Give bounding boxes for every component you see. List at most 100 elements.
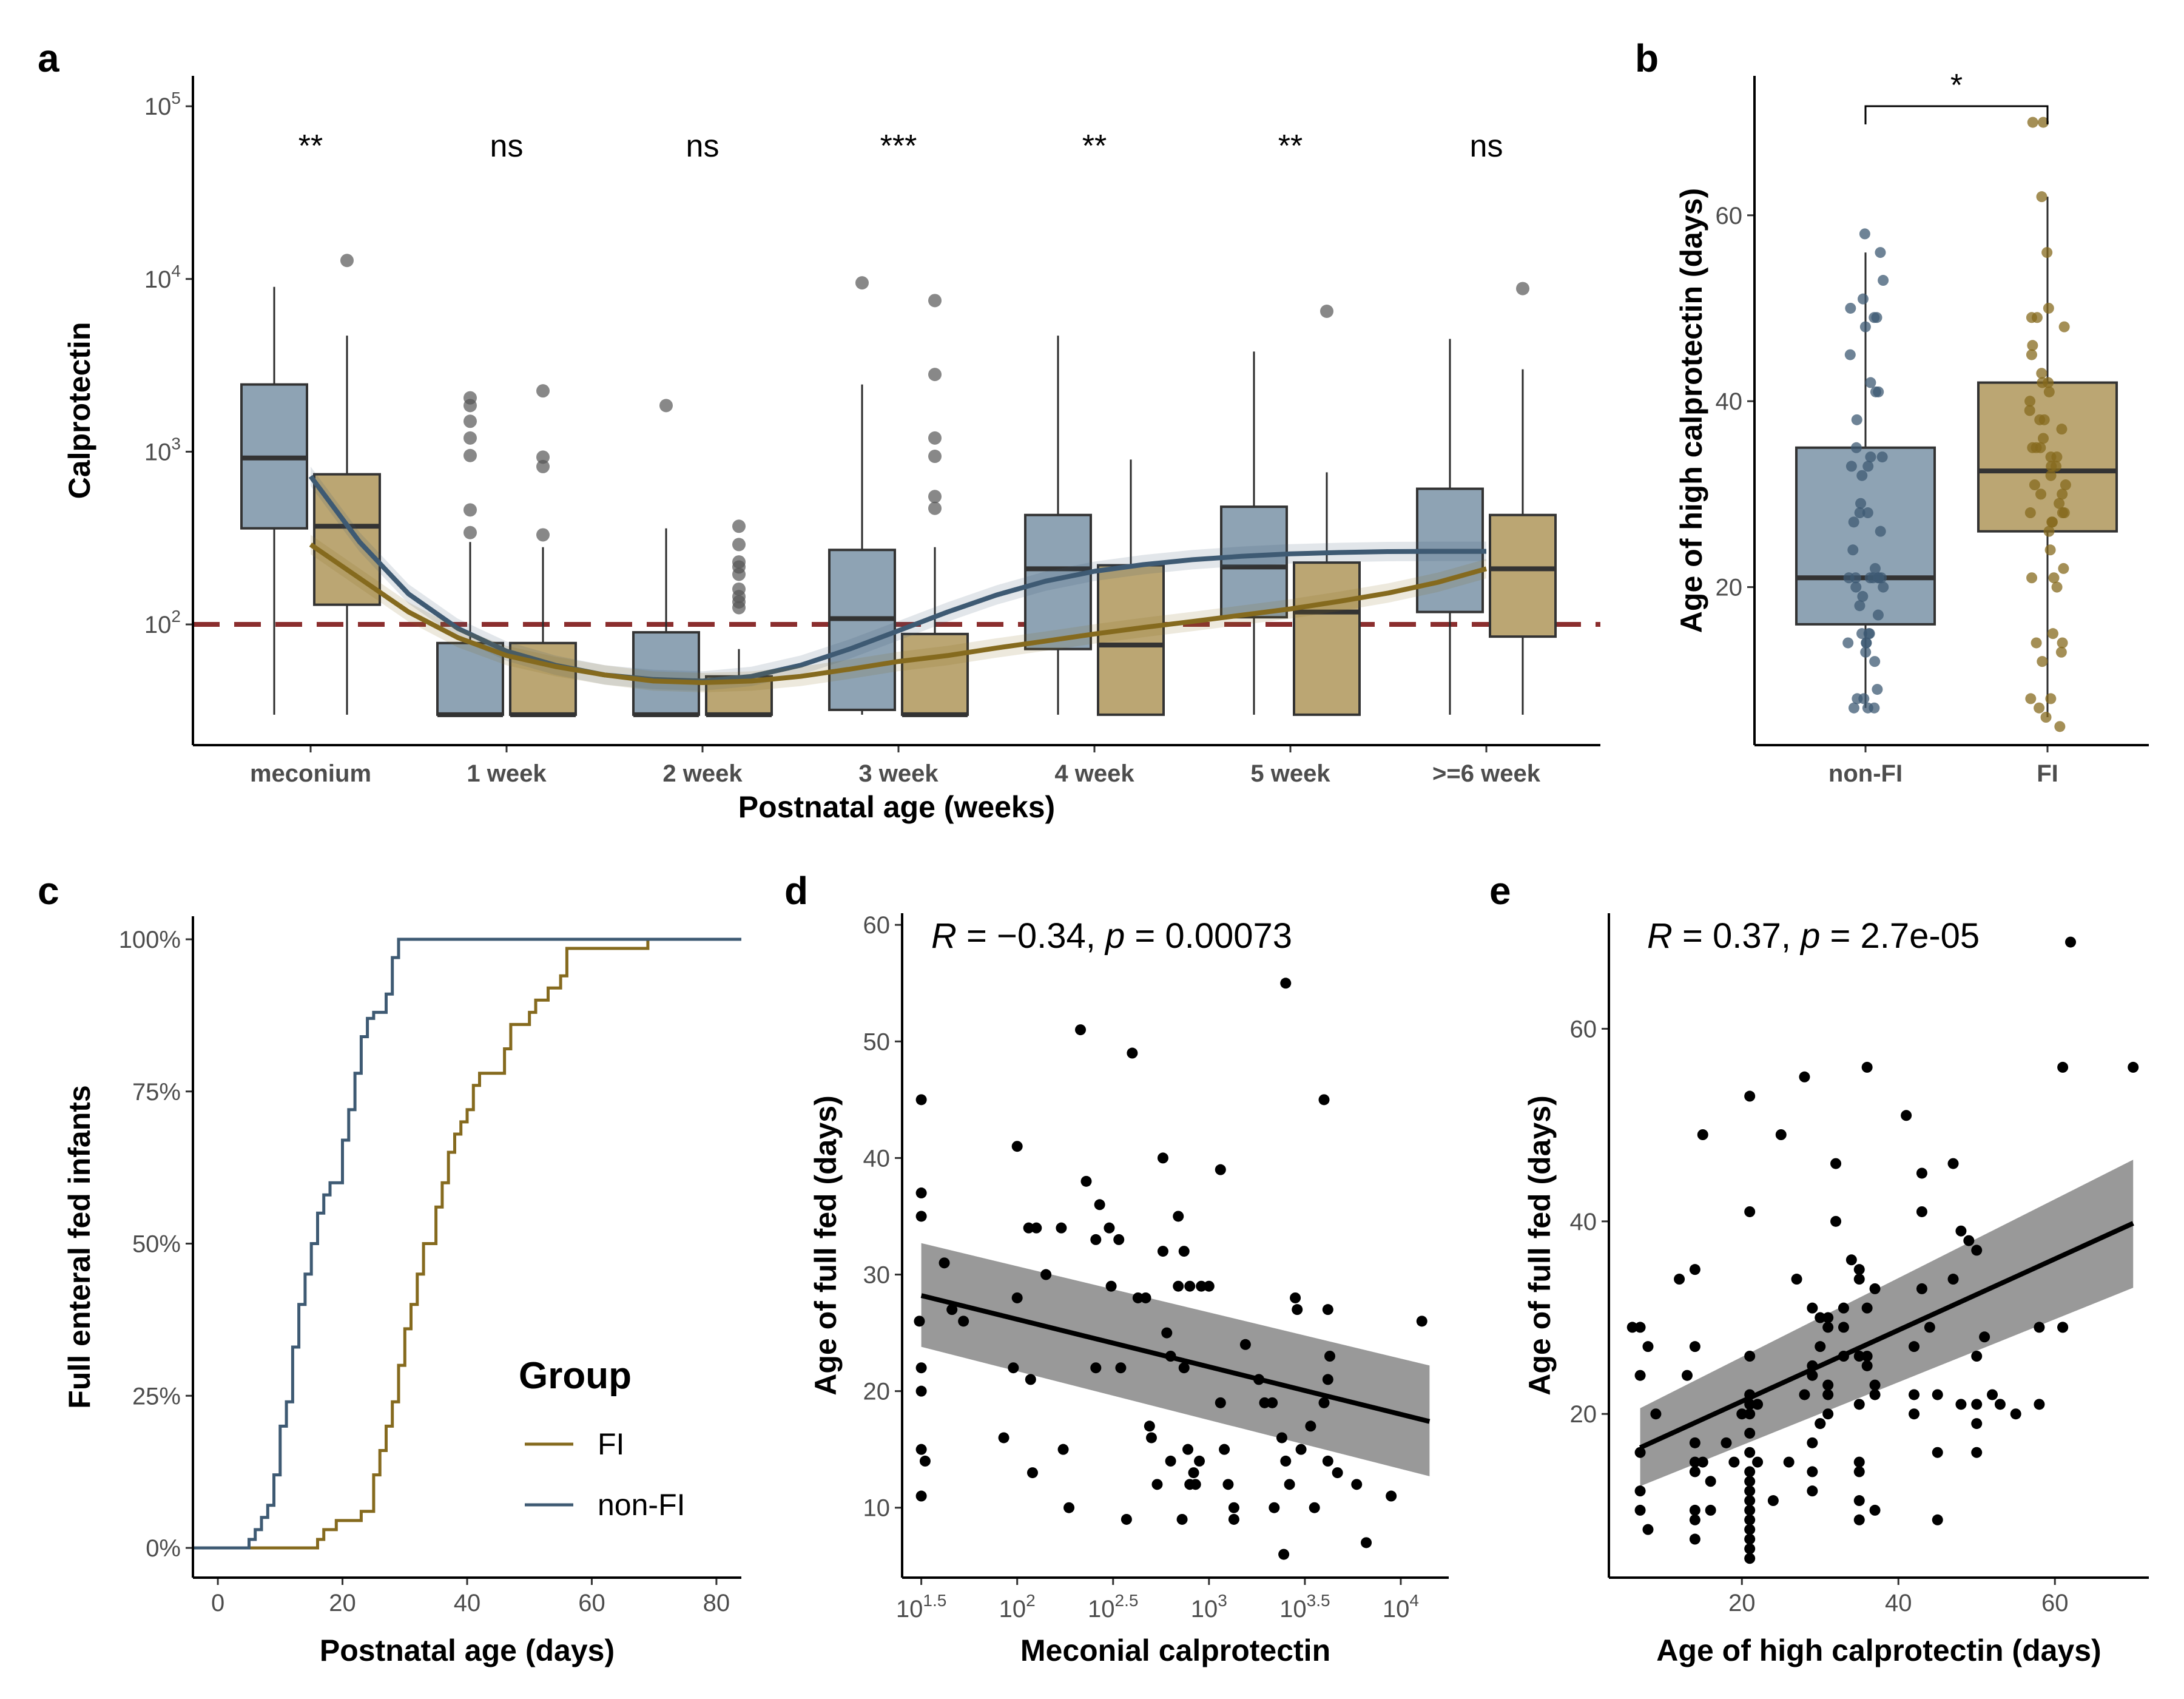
- panel-e-data-point: [1822, 1322, 1834, 1333]
- panel-b-data-point: [1878, 581, 1889, 593]
- panel-b-data-point: [2044, 544, 2056, 556]
- panel-d-data-point: [1140, 1292, 1151, 1303]
- panel-a-outlier-point: [536, 459, 550, 473]
- panel-e-data-point: [1947, 1158, 1959, 1169]
- panel-e-data-point: [1869, 1283, 1881, 1294]
- panel-e-data-point: [1815, 1312, 1826, 1323]
- panel-c-legend-label: FI: [598, 1427, 624, 1461]
- panel-a-significance-label: ns: [686, 129, 720, 164]
- panel-d-y-tick-label: 60: [863, 912, 891, 939]
- panel-e-data-point: [1869, 1389, 1881, 1400]
- panel-e-data-point: [2128, 1061, 2139, 1073]
- panel-a-outlier-point: [928, 368, 942, 382]
- panel-b-data-point: [2043, 302, 2054, 314]
- panel-d-data-point: [1165, 1351, 1176, 1362]
- panel-e-y-tick-label: 40: [1570, 1209, 1597, 1235]
- panel-d-data-point: [1324, 1351, 1335, 1362]
- panel-e-data-point: [1909, 1341, 1920, 1353]
- panel-e-data-point: [1971, 1447, 1983, 1458]
- panel-a-outlier-point: [1320, 305, 1333, 319]
- panel-e-data-point: [1853, 1514, 1865, 1525]
- panel-b-data-point: [2055, 646, 2067, 658]
- panel-c-y-tick-label: 25%: [132, 1383, 181, 1410]
- panel-d-data-point: [1182, 1444, 1194, 1455]
- panel-e-data-point: [1650, 1408, 1662, 1420]
- panel-e-data-point: [1932, 1447, 1943, 1458]
- panel-b-significance-label: *: [1950, 68, 1963, 103]
- panel-a-outlier-point: [463, 525, 477, 539]
- panel-d-data-point: [1094, 1199, 1105, 1211]
- panel-d-data-point: [1322, 1455, 1333, 1467]
- panel-e-y-axis-title: Age of full fed (days): [1523, 1095, 1557, 1395]
- panel-e-data-point: [1861, 1351, 1873, 1362]
- panel-e-data-point: [1830, 1158, 1842, 1169]
- panel-a-outlier-point: [732, 582, 746, 596]
- panel-d-x-axis-title: Meconial calprotectin: [1020, 1633, 1330, 1667]
- panel-b-data-point: [1873, 386, 1884, 397]
- panel-d-data-point: [1196, 1280, 1207, 1292]
- panel-e-data-point: [1971, 1418, 1983, 1430]
- panel-d-data-point: [1361, 1537, 1372, 1549]
- panel-d-data-point: [1219, 1444, 1230, 1455]
- panel-e-data-point: [1932, 1514, 1943, 1525]
- panel-b-x-tick-label: FI: [2037, 760, 2058, 787]
- panel-d-data-point: [1056, 1222, 1067, 1234]
- panel-e-data-point: [1932, 1389, 1943, 1400]
- panel-b-data-point: [2054, 498, 2065, 509]
- panel-d-data-point: [1267, 1397, 1278, 1408]
- panel-a-x-tick-label: 1 week: [467, 760, 547, 787]
- panel-e-data-point: [1705, 1504, 1716, 1516]
- panel-d-data-point: [915, 1362, 927, 1374]
- panel-b-data-point: [1862, 702, 1873, 714]
- panel-d-data-point: [1309, 1502, 1320, 1513]
- panel-b-data-point: [2027, 117, 2038, 128]
- panel-b-data-point: [2025, 693, 2037, 704]
- panel-b-data-point: [2043, 386, 2055, 397]
- panel-d-y-axis-title: Age of full fed (days): [809, 1095, 843, 1395]
- panel-e-data-point: [1861, 1061, 1873, 1073]
- panel-a-y-tick-label: 103: [144, 434, 181, 465]
- panel-b-data-point: [1869, 312, 1880, 323]
- panel-d-data-point: [1318, 1094, 1330, 1106]
- panel-a-x-tick-label: 3 week: [858, 760, 939, 787]
- panel-d-data-point: [1132, 1292, 1144, 1303]
- panel-a-significance-label: ***: [880, 129, 917, 164]
- panel-d-correlation-label: R = −0.34, p = 0.00073: [931, 916, 1292, 956]
- panel-e-data-point: [1689, 1456, 1700, 1468]
- panel-d-data-point: [1011, 1141, 1023, 1152]
- panel-e-data-point: [1744, 1504, 1756, 1516]
- panel-d-data-point: [1176, 1513, 1188, 1525]
- panel-e-x-tick-label: 40: [1885, 1590, 1912, 1616]
- panel-b-data-point: [1876, 572, 1887, 584]
- panel-e-data-point: [1744, 1447, 1756, 1458]
- panel-e-data-point: [1947, 1274, 1959, 1285]
- panel-b-data-point: [2040, 712, 2052, 723]
- panel-d-data-point: [1157, 1246, 1168, 1257]
- panel-e-data-point: [1752, 1399, 1764, 1410]
- panel-d-data-point: [1280, 1455, 1292, 1467]
- panel-e-data-point: [1689, 1466, 1700, 1478]
- panel-b-data-point: [2058, 562, 2069, 574]
- panel-d-data-point: [915, 1490, 927, 1502]
- panel-e-data-point: [1963, 1235, 1975, 1246]
- panel-d-data-point: [1011, 1292, 1023, 1303]
- panel-b-data-point: [1859, 228, 1870, 240]
- panel-e-data-point: [1822, 1389, 1834, 1400]
- panel-b-y-tick-label: 20: [1716, 575, 1743, 601]
- panel-e-data-point: [1838, 1322, 1849, 1333]
- panel-e-data-point: [1916, 1206, 1927, 1217]
- panel-e-data-point: [1744, 1514, 1756, 1525]
- panel-d-data-point: [915, 1385, 927, 1397]
- panel-b-data-point: [1844, 349, 1856, 360]
- panel-b-data-point: [2037, 656, 2048, 667]
- panel-c-y-tick-label: 50%: [132, 1231, 181, 1258]
- panel-e-data-point: [1744, 1399, 1756, 1410]
- panel-e-data-point: [1822, 1379, 1834, 1391]
- panel-c-x-tick-label: 80: [703, 1590, 730, 1616]
- panel-d-data-point: [1144, 1420, 1155, 1432]
- panel-b-data-point: [2043, 525, 2055, 537]
- panel-b-data-point: [2029, 479, 2040, 491]
- panel-a-box: [1489, 513, 1557, 638]
- panel-a-y-axis-title: Calprotectin: [62, 322, 96, 499]
- panel-d-data-point: [915, 1094, 927, 1106]
